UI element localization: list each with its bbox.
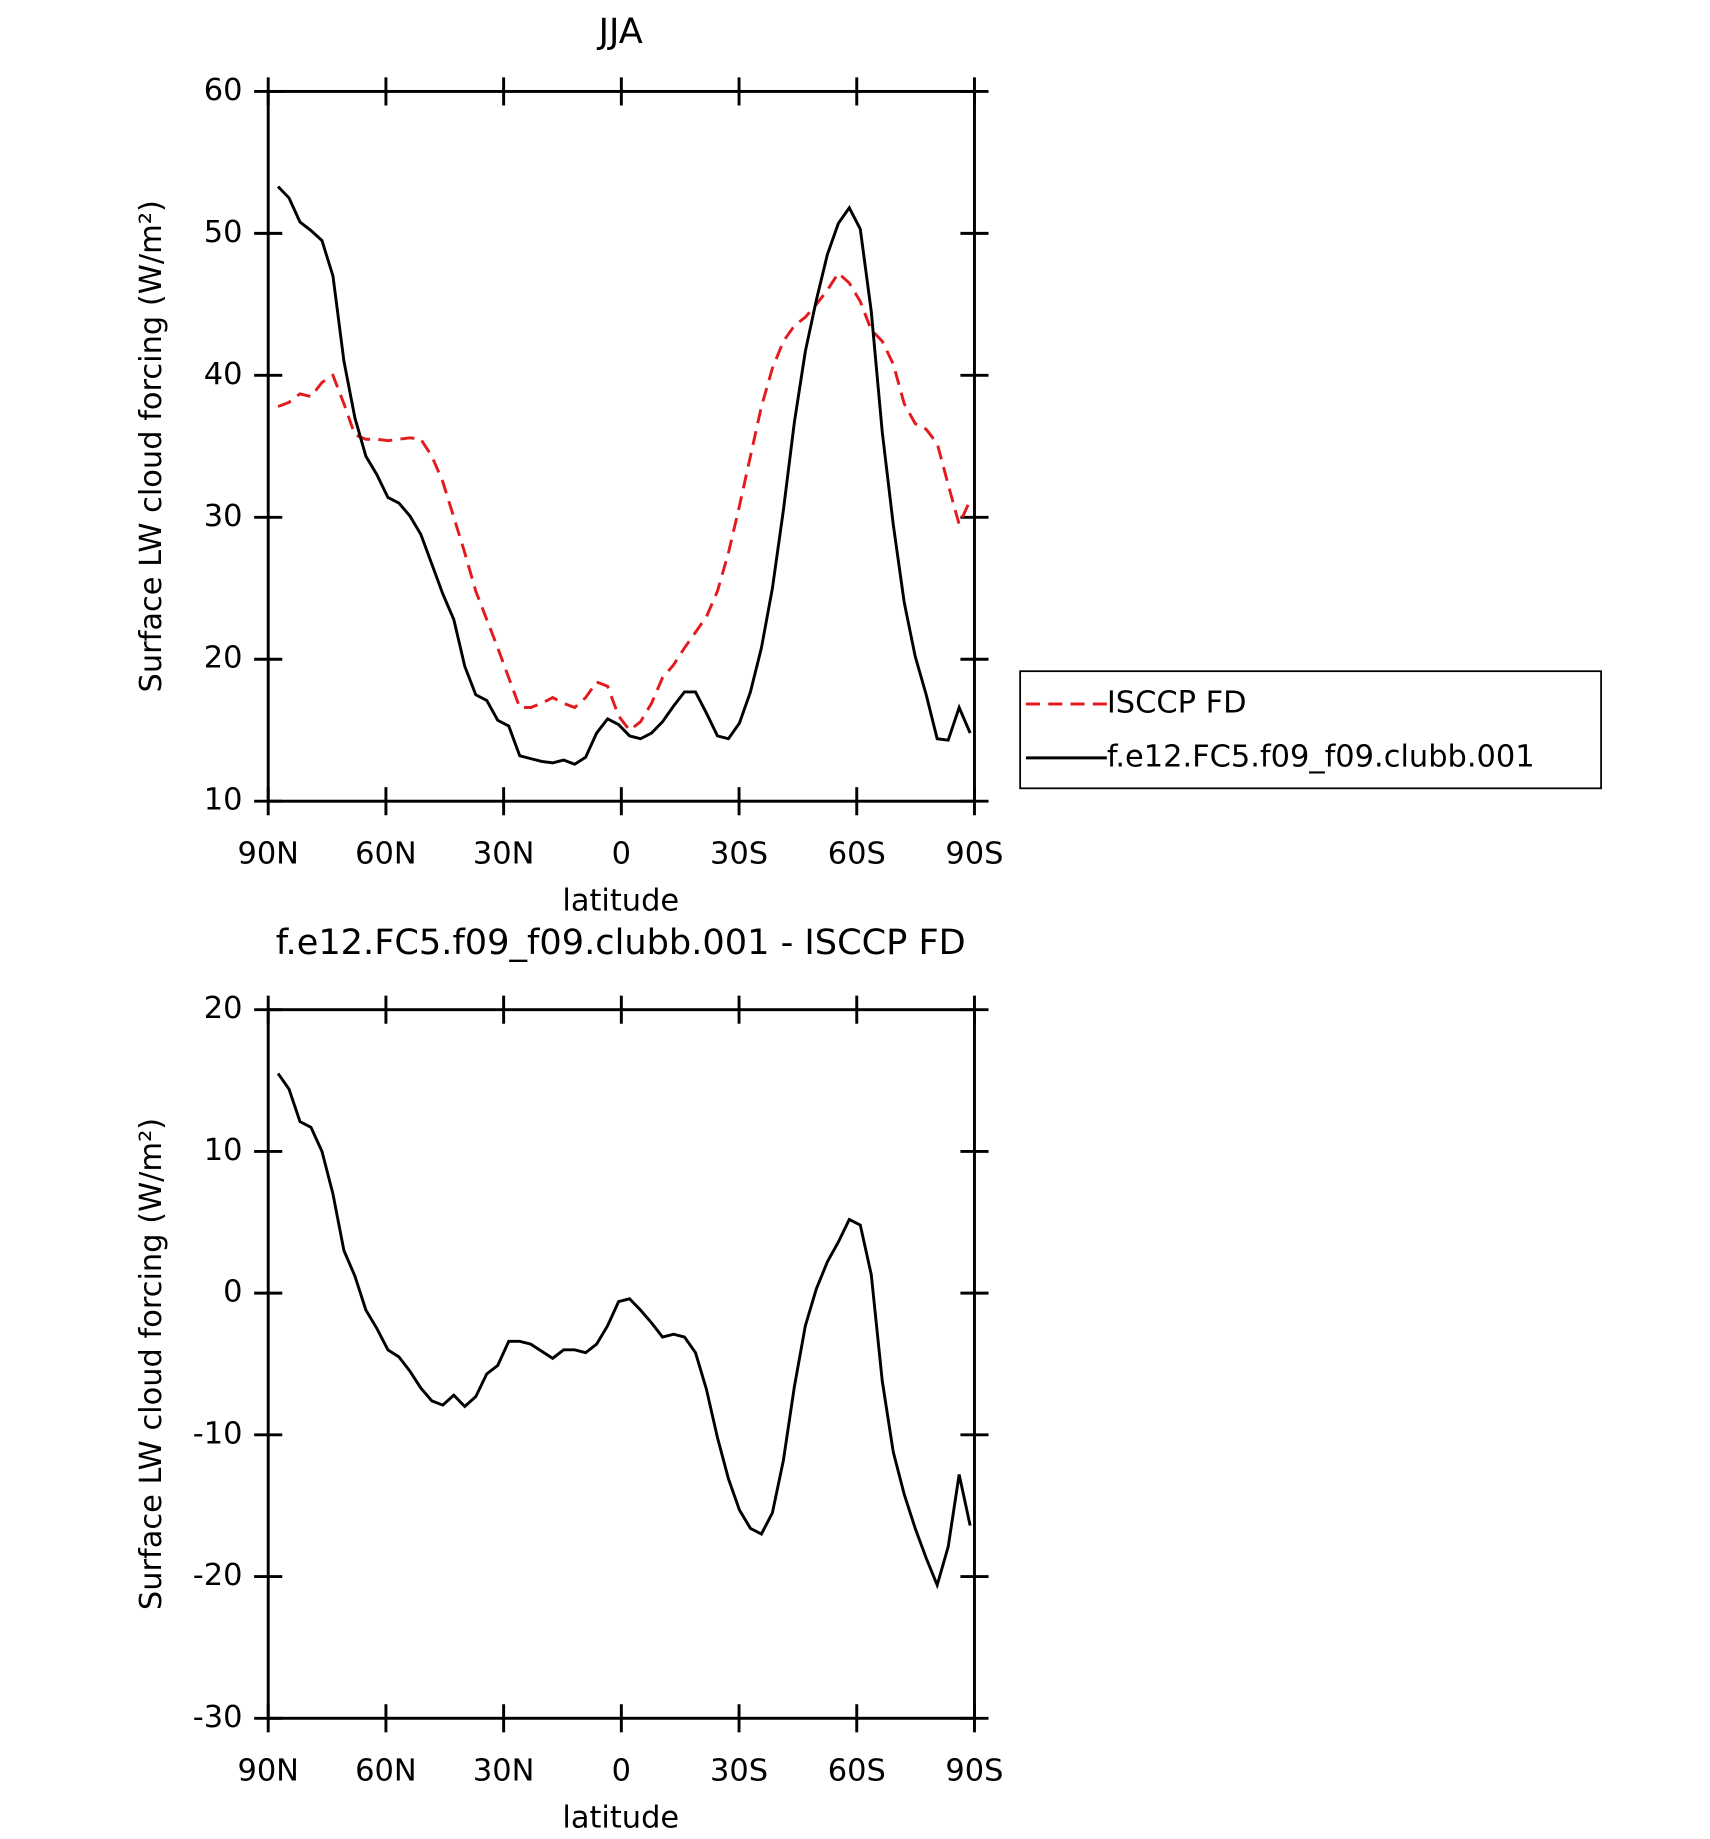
y-tick-label: 50 [204,215,243,250]
y-tick-label: 30 [204,499,243,534]
y-tick-label: -10 [193,1416,243,1451]
chart-title: f.e12.FC5.f09_f09.clubb.001 - ISCCP FD [276,922,966,963]
x-tick-label: 60S [828,837,886,872]
x-tick-label: 60S [828,1754,886,1789]
data-line [276,1072,972,1590]
x-tick-label: 30N [473,837,535,872]
chart-title: JJA [597,11,643,52]
y-tick-label: 20 [204,991,243,1026]
x-tick-label: 90S [945,1754,1003,1789]
legend-label: ISCCP FD [1107,685,1247,720]
y-tick-label: 0 [223,1275,242,1310]
x-tick-label: 30S [710,1754,768,1789]
plot-frame [266,1008,976,1720]
y-tick-label: 60 [204,73,243,108]
plot-frame [266,89,976,803]
x-tick-label: 30S [710,837,768,872]
y-axis-label: Surface LW cloud forcing (W/m²) [134,1118,169,1610]
y-tick-label: 10 [204,783,243,818]
x-axis-label: latitude [562,883,679,918]
y-tick-label: 20 [204,641,243,676]
x-tick-label: 90N [237,837,298,872]
x-tick-label: 90S [945,837,1003,872]
legend-label: f.e12.FC5.f09_f09.clubb.001 [1107,739,1535,774]
y-tick-label: -20 [193,1558,243,1593]
y-axis-label: Surface LW cloud forcing (W/m²) [134,200,169,692]
y-tick-label: -30 [193,1700,243,1735]
x-tick-label: 30N [473,1754,535,1789]
x-tick-label: 60N [355,1754,417,1789]
x-tick-label: 90N [237,1754,298,1789]
data-line [276,185,972,766]
legend-box [1019,670,1602,790]
y-tick-label: 40 [204,357,243,392]
x-tick-label: 60N [355,837,417,872]
x-tick-label: 0 [612,837,631,872]
data-line [277,270,972,733]
y-tick-label: 10 [204,1133,243,1168]
x-tick-label: 0 [612,1754,631,1789]
x-axis-label: latitude [562,1801,679,1836]
